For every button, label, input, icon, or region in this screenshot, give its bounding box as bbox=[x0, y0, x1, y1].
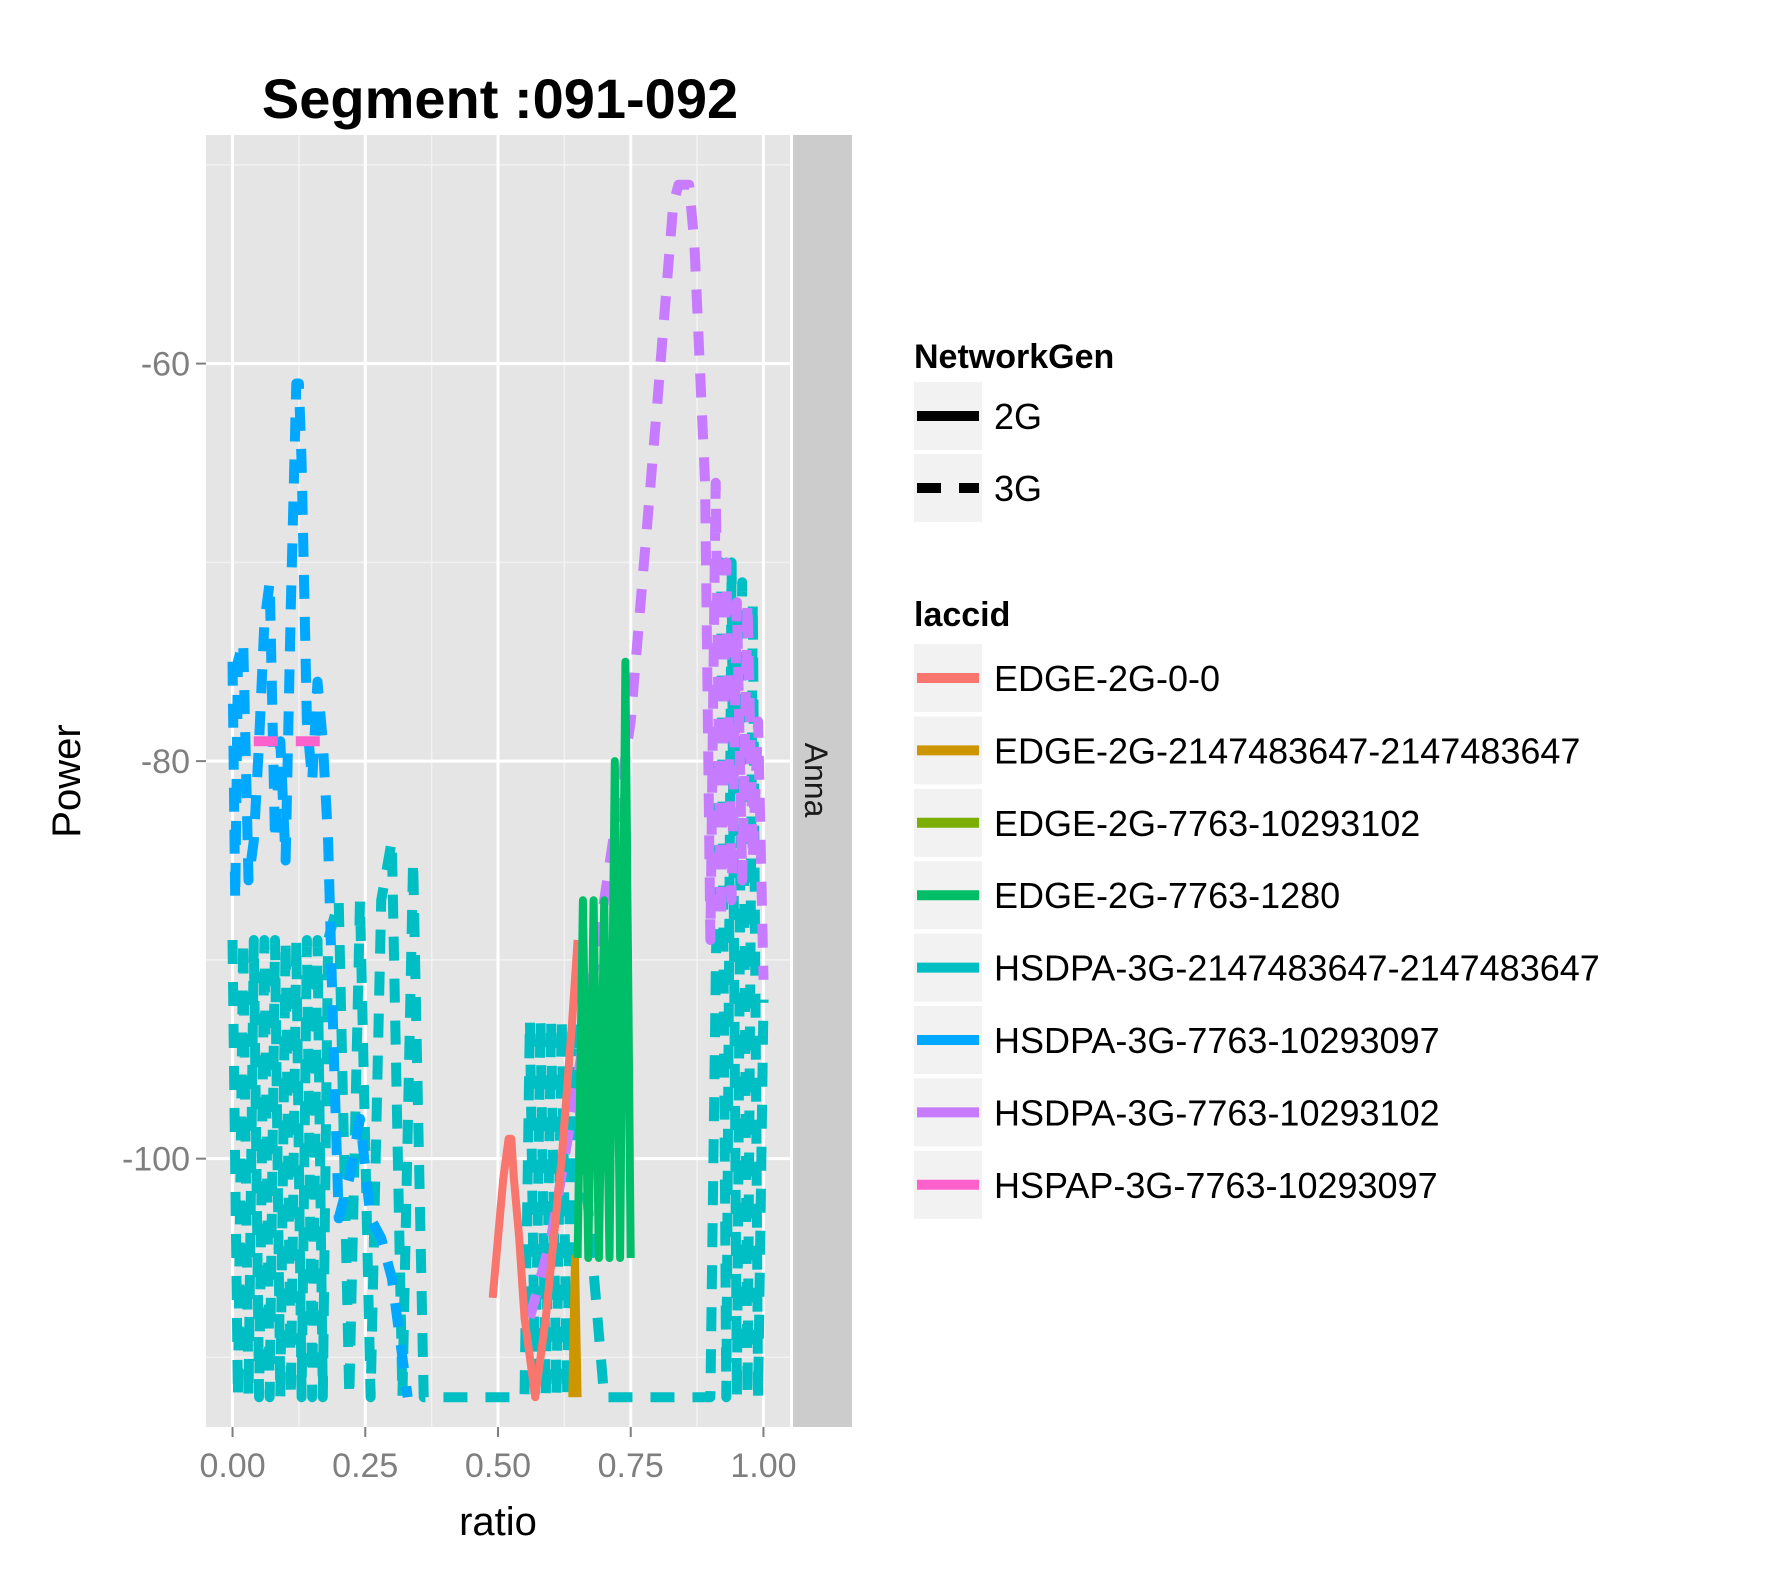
series-line bbox=[573, 657, 635, 1262]
series-line bbox=[525, 179, 769, 1319]
legend-label: EDGE-2G-0-0 bbox=[994, 658, 1220, 699]
color-legend: EDGE-2G-0-0 EDGE-2G-2147483647-2147483647… bbox=[914, 644, 1600, 1219]
x-tick-label: 0.00 bbox=[199, 1447, 265, 1485]
series-layer bbox=[227, 179, 769, 1403]
series-line bbox=[488, 939, 582, 1402]
color-legend-title: laccid bbox=[914, 596, 1010, 634]
x-tick-label: 0.50 bbox=[465, 1447, 531, 1485]
facet-strip-label: Anna bbox=[798, 743, 834, 818]
legend-label: 3G bbox=[994, 468, 1042, 509]
facet-strip-background bbox=[793, 135, 852, 1427]
x-tick-label: 1.00 bbox=[730, 1447, 796, 1485]
y-axis: -60 -80 -100 bbox=[122, 346, 206, 1179]
y-axis-title: Power bbox=[45, 724, 89, 837]
x-axis: 0.00 0.25 0.50 0.75 1.00 bbox=[199, 1427, 797, 1485]
legend-label: 2G bbox=[994, 396, 1042, 437]
series-line bbox=[227, 557, 769, 1403]
legend-label: EDGE-2G-7763-1280 bbox=[994, 875, 1340, 916]
chart-title: Segment :091-092 bbox=[262, 67, 738, 130]
legend-label: EDGE-2G-2147483647-2147483647 bbox=[994, 730, 1580, 771]
y-tick-label: -60 bbox=[141, 346, 190, 384]
x-tick-label: 0.75 bbox=[598, 1447, 664, 1485]
legend-label: HSDPA-3G-7763-10293097 bbox=[994, 1020, 1440, 1061]
y-tick-label: -80 bbox=[141, 743, 190, 781]
legend-label: HSDPA-3G-2147483647-2147483647 bbox=[994, 948, 1600, 989]
facet-strip: Anna bbox=[793, 135, 852, 1427]
x-tick-label: 0.25 bbox=[332, 1447, 398, 1485]
y-tick-label: -100 bbox=[122, 1141, 190, 1179]
plot-panel bbox=[206, 135, 790, 1427]
series-line bbox=[568, 1254, 582, 1398]
legend-label: EDGE-2G-7763-10293102 bbox=[994, 803, 1420, 844]
x-axis-title: ratio bbox=[459, 1500, 537, 1544]
linetype-legend: 2G 3G bbox=[914, 382, 1042, 522]
legend-label: HSPAP-3G-7763-10293097 bbox=[994, 1165, 1438, 1206]
legend-label: HSDPA-3G-7763-10293102 bbox=[994, 1092, 1440, 1133]
series-line bbox=[227, 378, 413, 1398]
linetype-legend-title: NetworkGen bbox=[914, 338, 1114, 376]
